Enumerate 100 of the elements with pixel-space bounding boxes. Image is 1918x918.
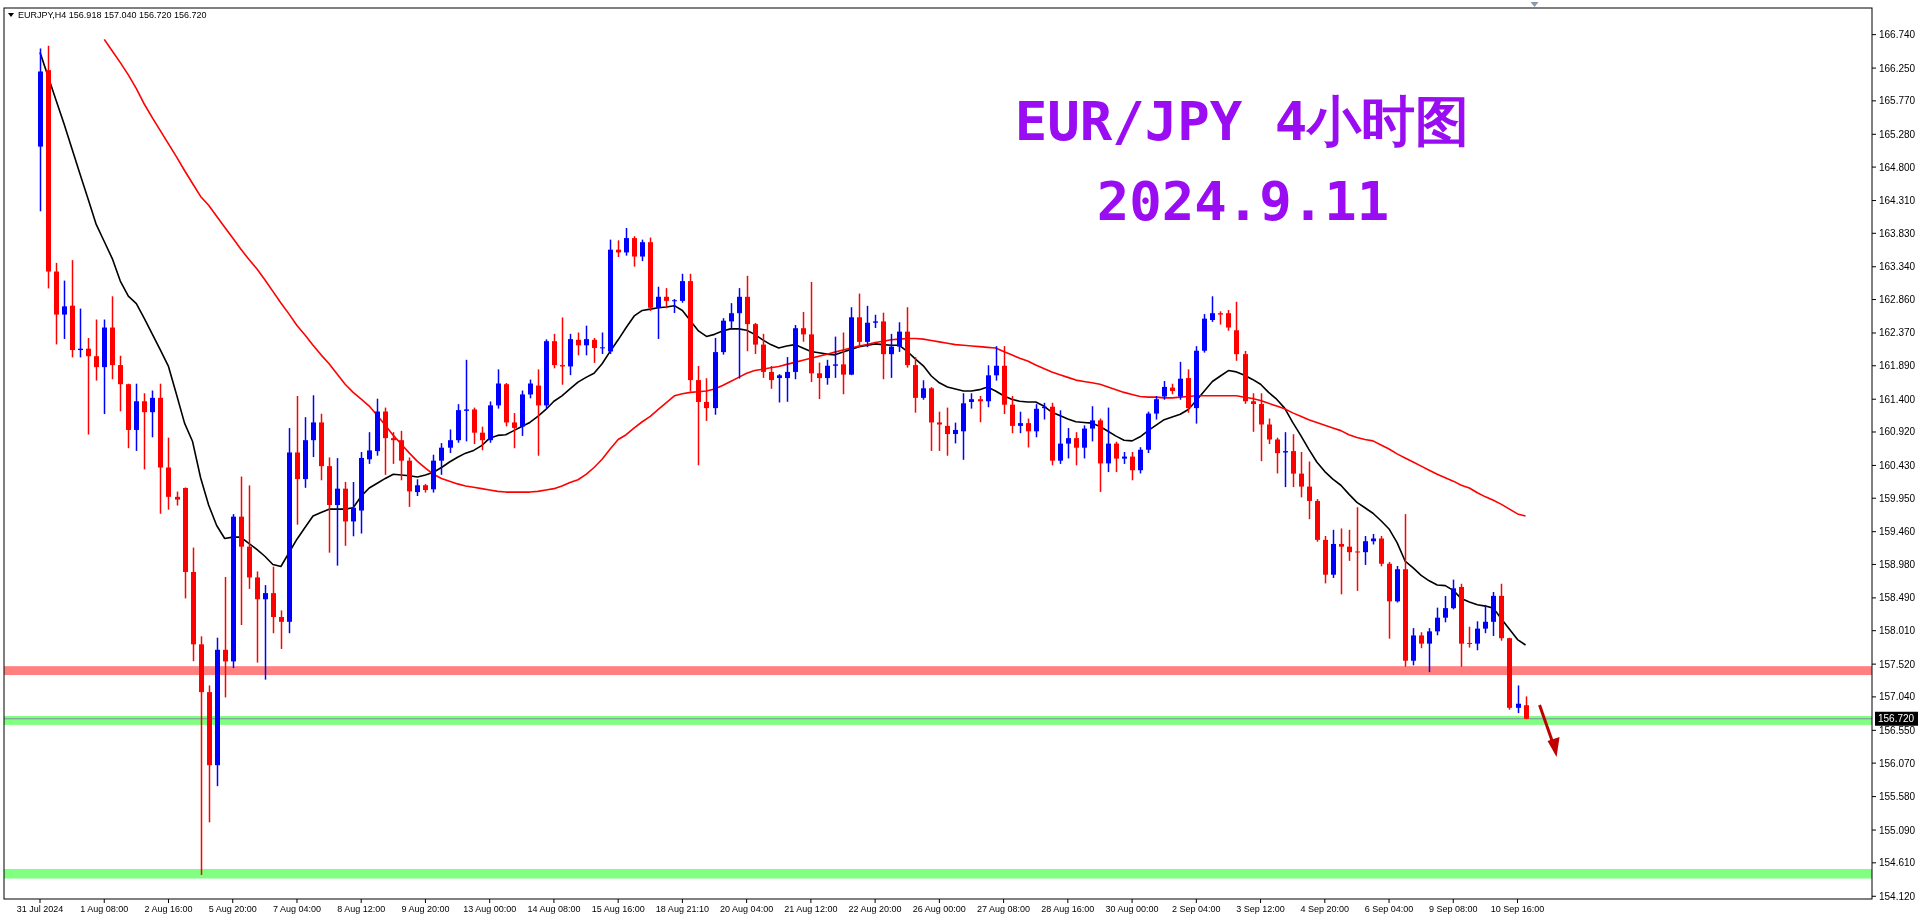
candlestick — [889, 333, 894, 379]
y-tick-label: 162.370 — [1879, 327, 1916, 339]
candlestick — [536, 368, 541, 457]
y-tick-label: 165.770 — [1879, 95, 1916, 107]
x-tick-label: 15 Aug 16:00 — [591, 904, 645, 914]
y-tick-label: 156.550 — [1879, 724, 1916, 736]
candlestick — [704, 377, 709, 422]
text: EUR/JPY 4小时图 — [1014, 90, 1470, 153]
x-tick-label: 18 Aug 21:10 — [655, 904, 709, 914]
line-series — [39, 51, 1527, 646]
candlestick — [841, 331, 846, 396]
candlestick — [1138, 446, 1143, 475]
candlestick — [399, 430, 404, 482]
y-tick-label: 162.860 — [1879, 294, 1916, 306]
candlestick — [624, 227, 629, 257]
candlestick — [777, 373, 782, 404]
candlestick — [994, 345, 999, 382]
x-tick-label: 3 Sep 12:00 — [1236, 904, 1285, 914]
candlestick — [1475, 620, 1480, 652]
candlestick — [801, 311, 806, 343]
candlestick — [978, 395, 983, 423]
candlestick — [1251, 392, 1256, 433]
candlestick — [86, 337, 91, 436]
candlestick — [1443, 595, 1448, 624]
x-tick-label: 22 Aug 20:00 — [848, 904, 902, 914]
candlestick — [1516, 684, 1521, 714]
candlestick — [865, 305, 870, 348]
candlestick — [833, 335, 838, 379]
candlestick — [1259, 392, 1264, 462]
x-tick-label: 26 Aug 00:00 — [912, 904, 966, 914]
y-tick-label: 163.830 — [1879, 227, 1916, 239]
candlestick — [1483, 604, 1488, 634]
candlestick — [953, 421, 958, 445]
y-tick-label: 160.920 — [1879, 426, 1916, 438]
candlestick — [1291, 433, 1296, 488]
candlestick — [367, 431, 372, 465]
y-tick-label: 165.280 — [1879, 128, 1916, 140]
y-tick-label: 161.400 — [1879, 393, 1916, 405]
y-tick-label: 154.120 — [1879, 890, 1916, 902]
candlestick — [1082, 424, 1087, 460]
candlestick — [150, 389, 155, 439]
candlestick — [464, 359, 469, 443]
candlestick — [62, 279, 67, 340]
candlestick — [1234, 301, 1239, 362]
candlestick — [1427, 627, 1432, 673]
candlestick — [1090, 405, 1095, 443]
y-tick-label: 156.070 — [1879, 757, 1916, 769]
candlestick — [769, 365, 774, 390]
candlestick — [335, 457, 340, 567]
candlestick — [753, 322, 758, 355]
y-tick-label: 155.090 — [1879, 824, 1916, 836]
y-tick-label: 160.430 — [1879, 459, 1916, 471]
candlestick — [656, 286, 661, 340]
candlestick — [439, 442, 444, 476]
x-tick-label: 9 Sep 08:00 — [1429, 904, 1478, 914]
x-tick-label: 10 Sep 16:00 — [1490, 904, 1545, 914]
candlestick — [1339, 527, 1344, 596]
candlestick — [1066, 427, 1071, 460]
candlestick — [945, 406, 950, 457]
x-tick-label: 2 Sep 04:00 — [1172, 904, 1221, 914]
y-tick-label: 163.340 — [1879, 261, 1916, 273]
candlestick — [118, 354, 123, 413]
candlestick — [576, 331, 581, 357]
candlestick — [391, 431, 396, 465]
candlestick — [528, 378, 533, 400]
x-tick-label: 21 Aug 12:00 — [784, 904, 838, 914]
y-tick-label: 155.580 — [1879, 791, 1916, 803]
x-tick-label: 31 Jul 2024 — [16, 904, 64, 914]
candlestick — [817, 361, 822, 400]
candlestick — [1026, 417, 1031, 449]
candlestick — [1162, 380, 1167, 401]
candlestick — [1451, 578, 1456, 611]
candlestick — [1347, 529, 1352, 562]
candlestick — [937, 410, 942, 452]
candlestick — [1275, 436, 1280, 475]
candlestick — [680, 273, 685, 304]
y-tick-label: 158.980 — [1879, 558, 1916, 570]
candlestick — [1226, 309, 1231, 332]
candlestick — [512, 412, 517, 449]
candlestick — [664, 287, 669, 309]
x-tick-label: 13 Aug 00:00 — [463, 904, 517, 914]
x-tick-label: 2 Aug 16:00 — [144, 904, 193, 914]
candlestick — [737, 287, 742, 380]
candlestick — [142, 392, 147, 471]
candlestick — [496, 368, 501, 410]
candlestick — [1363, 535, 1368, 566]
candlestick — [1307, 460, 1312, 520]
candlestick — [592, 337, 597, 364]
x-tick-label: 14 Aug 08:00 — [527, 904, 581, 914]
candlestick — [223, 576, 228, 699]
x-tick-label: 28 Aug 16:00 — [1041, 904, 1095, 914]
candlestick — [729, 302, 734, 331]
y-tick-label: 154.610 — [1879, 857, 1916, 869]
y-tick-label: 158.490 — [1879, 592, 1916, 604]
x-tick-label: 4 Sep 20:00 — [1300, 904, 1350, 914]
candlestick — [1267, 417, 1272, 445]
candlestick — [696, 365, 701, 467]
candlestick — [1210, 295, 1215, 323]
line-series — [103, 38, 1527, 517]
candlestick — [448, 428, 453, 454]
